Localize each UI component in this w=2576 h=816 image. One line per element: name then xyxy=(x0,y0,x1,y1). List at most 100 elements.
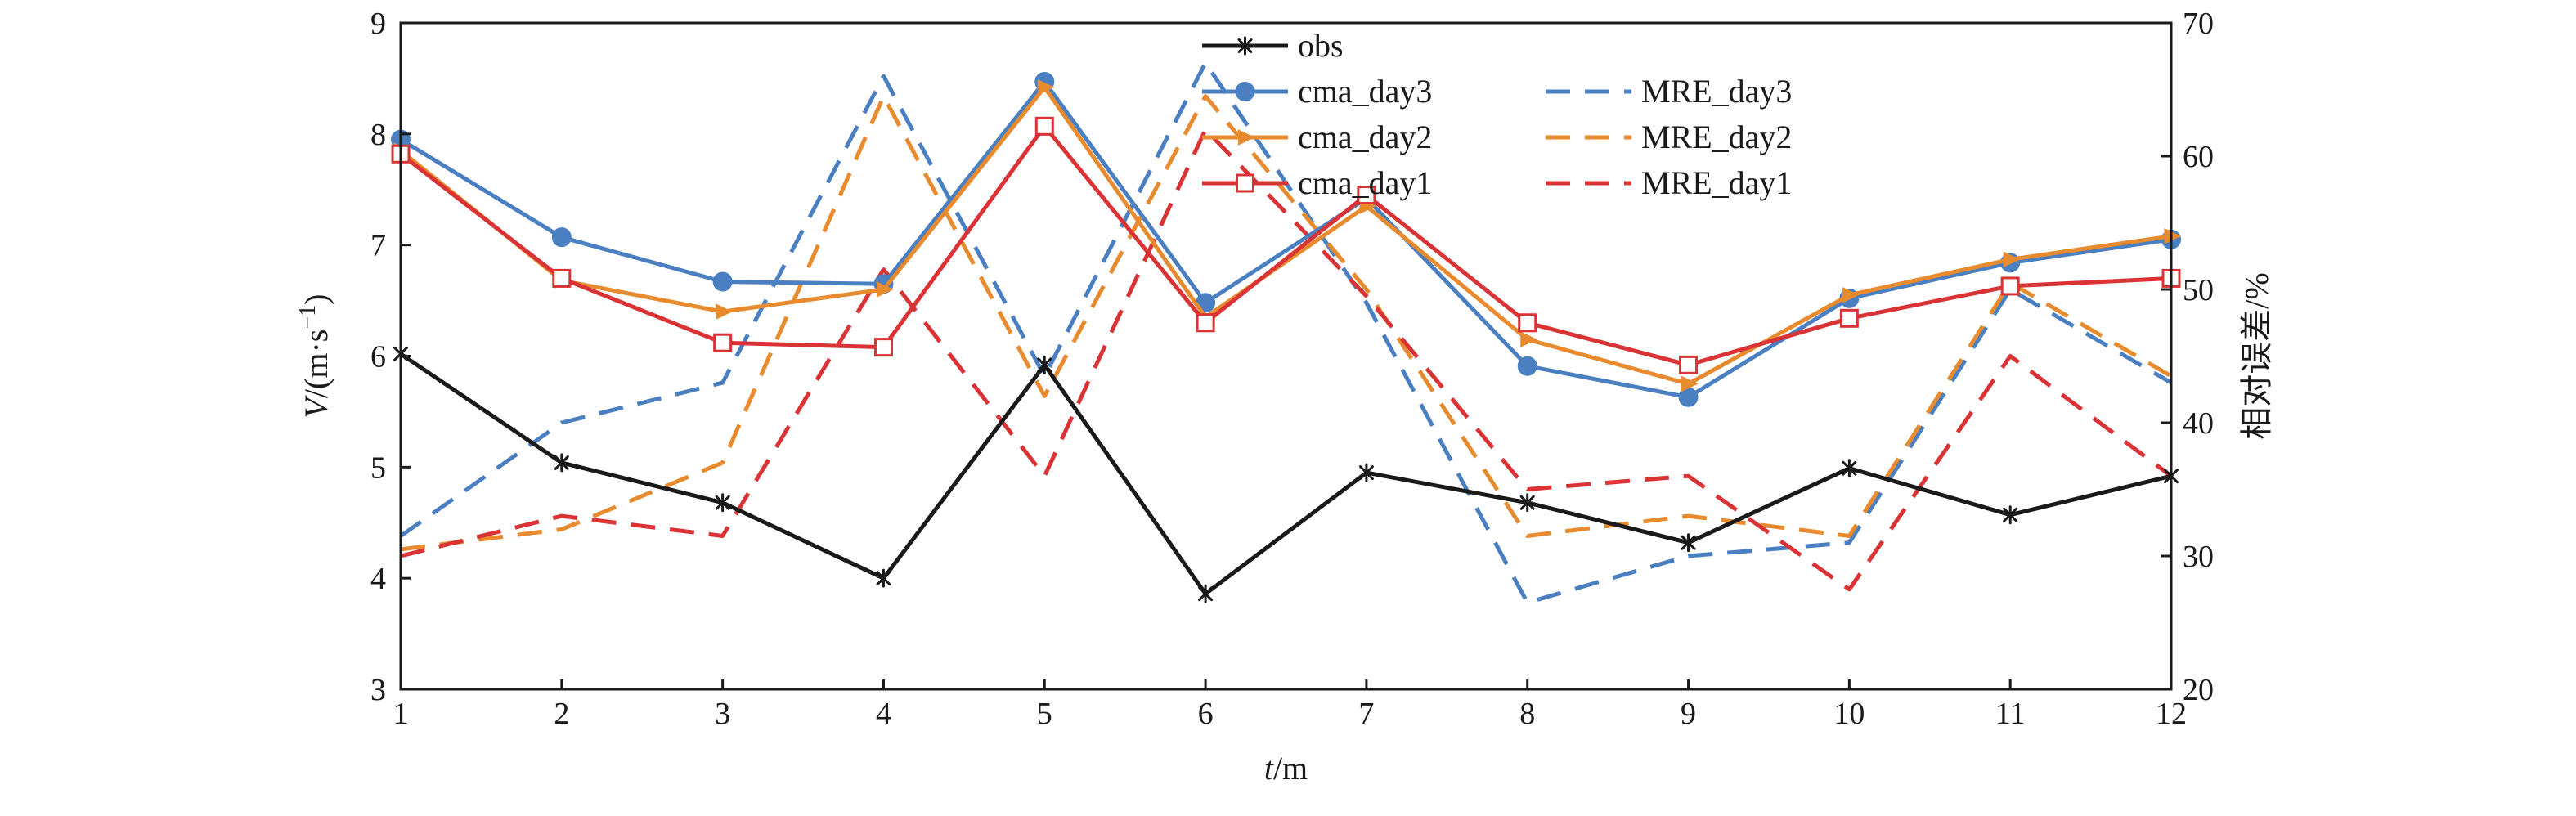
x-axis-var: t xyxy=(1264,750,1274,787)
x-tick-label-5: 5 xyxy=(1037,697,1052,731)
left-y-tick-label-9: 9 xyxy=(370,7,386,41)
series-cma-day3 xyxy=(391,71,2181,407)
left-y-axis-title: V/(m·s−1) xyxy=(295,294,335,419)
x-tick-label-7: 7 xyxy=(1358,697,1374,731)
left-y-axis-close: ) xyxy=(298,294,334,305)
legend-entry-cma-day2: cma_day2 xyxy=(1202,119,1432,155)
plot-frame xyxy=(399,21,2173,691)
legend-label-mre-day2: MRE_day2 xyxy=(1641,119,1792,155)
point-cma-day1-11 xyxy=(2000,276,2020,296)
point-cma-day1-2 xyxy=(552,268,572,288)
legend-label-mre-day3: MRE_day3 xyxy=(1641,73,1792,110)
right-y-tick-label-30: 30 xyxy=(2183,540,2214,574)
series-obs xyxy=(393,344,2179,603)
legend-label-cma-day2: cma_day2 xyxy=(1298,119,1432,155)
series-cma-day1 xyxy=(391,116,2181,374)
legend-label-cma-day1: cma_day1 xyxy=(1298,164,1432,201)
legend-marker-cma-day3 xyxy=(1235,82,1255,101)
point-cma-day1-4 xyxy=(873,338,893,357)
point-obs-2 xyxy=(554,453,569,473)
series-line-mre-day2 xyxy=(400,94,2173,552)
point-cma-day3-2 xyxy=(551,227,572,248)
point-cma-day2-3 xyxy=(716,303,733,320)
series-cma-day2 xyxy=(393,78,2182,392)
point-cma-day2-4 xyxy=(876,281,894,298)
right-y-tick-label-70: 70 xyxy=(2183,7,2214,41)
left-y-tick-label-5: 5 xyxy=(370,451,386,485)
x-tick-label-2: 2 xyxy=(554,697,569,731)
legend-label-mre-day1: MRE_day1 xyxy=(1641,164,1792,201)
x-tick-label-6: 6 xyxy=(1198,697,1214,731)
legend-entry-cma-day3: cma_day3 xyxy=(1202,73,1432,110)
point-cma-day2-5 xyxy=(1037,78,1055,96)
series-mre-day2 xyxy=(400,94,2173,552)
series-line-cma-day2 xyxy=(399,85,2172,386)
left-y-tick-label-7: 7 xyxy=(370,229,386,263)
series-line-mre-day1 xyxy=(400,127,2173,592)
axis-titles: t/m V/(m·s−1) 相对误差/% xyxy=(295,272,2276,787)
left-y-tick-label-6: 6 xyxy=(370,340,386,374)
point-obs-5 xyxy=(1037,355,1052,374)
right-y-tick-label-60: 60 xyxy=(2183,140,2214,174)
point-cma-day1-6 xyxy=(1196,313,1215,333)
series-mre-day3 xyxy=(399,61,2173,605)
left-y-tick-label-8: 8 xyxy=(370,118,386,152)
x-tick-label-12: 12 xyxy=(2156,697,2187,731)
point-cma-day1-5 xyxy=(1034,116,1054,136)
point-cma-day1-9 xyxy=(1679,355,1699,374)
series-line-mre-day3 xyxy=(399,61,2173,605)
legend-marker-obs xyxy=(1237,36,1253,56)
x-tick-label-11: 11 xyxy=(1995,697,2026,731)
point-obs-8 xyxy=(1519,493,1535,513)
x-tick-label-4: 4 xyxy=(876,697,891,731)
point-obs-3 xyxy=(715,493,730,513)
point-cma-day2-8 xyxy=(1520,331,1537,347)
x-tick-label-9: 9 xyxy=(1681,697,1696,731)
legend-marker-cma-day2 xyxy=(1238,129,1255,146)
series-line-cma-day3 xyxy=(399,79,2172,400)
legend-label-obs: obs xyxy=(1298,27,1344,64)
point-obs-11 xyxy=(2003,505,2018,525)
legend-label-cma-day3: cma_day3 xyxy=(1298,73,1432,110)
point-cma-day1-10 xyxy=(1839,308,1859,328)
right-y-tick-label-40: 40 xyxy=(2183,406,2214,441)
left-y-tick-label-4: 4 xyxy=(370,562,386,596)
point-obs-6 xyxy=(1198,584,1214,603)
x-axis-title: t/m xyxy=(1264,750,1308,787)
point-cma-day1-8 xyxy=(1518,313,1537,333)
legend-entry-mre-day2: MRE_day2 xyxy=(1546,119,1792,155)
x-tick-label-3: 3 xyxy=(715,697,730,731)
legend-marker-cma-day1 xyxy=(1236,173,1254,193)
left-y-axis-sup: −1 xyxy=(295,305,321,330)
legend-entry-mre-day3: MRE_day3 xyxy=(1546,73,1792,110)
point-obs-10 xyxy=(1842,459,1857,478)
series-mre-day1 xyxy=(400,127,2173,592)
x-tick-label-10: 10 xyxy=(1833,697,1865,731)
x-tick-label-1: 1 xyxy=(393,697,409,731)
x-axis-unit: /m xyxy=(1273,750,1308,787)
right-y-tick-label-20: 20 xyxy=(2183,673,2214,707)
legend: obs cma_day3 cma_day2 cma_day1 MRE_day3 MRE_d… xyxy=(1202,27,1792,201)
plot-area xyxy=(391,61,2182,605)
right-y-tick-label-50: 50 xyxy=(2183,273,2214,307)
series-line-obs xyxy=(399,352,2172,596)
left-y-axis-var: V xyxy=(298,395,334,419)
left-y-tick-label-3: 3 xyxy=(370,673,386,707)
series-line-cma-day1 xyxy=(399,123,2172,367)
point-cma-day1-7 xyxy=(1357,186,1376,205)
right-y-axis-title: 相对误差/% xyxy=(2238,272,2275,439)
point-cma-day3-8 xyxy=(1517,356,1537,376)
point-cma-day2-9 xyxy=(1681,375,1699,392)
point-obs-4 xyxy=(876,568,891,588)
legend-entry-obs: obs xyxy=(1202,27,1344,64)
point-cma-day2-11 xyxy=(2003,251,2021,268)
legend-entry-cma-day1: cma_day1 xyxy=(1202,164,1432,201)
point-cma-day2-10 xyxy=(1842,287,1860,303)
left-y-axis-unit: /(m·s xyxy=(298,330,334,398)
point-cma-day3-3 xyxy=(712,271,733,292)
legend-entry-mre-day1: MRE_day1 xyxy=(1546,164,1792,201)
point-obs-7 xyxy=(1358,463,1374,482)
